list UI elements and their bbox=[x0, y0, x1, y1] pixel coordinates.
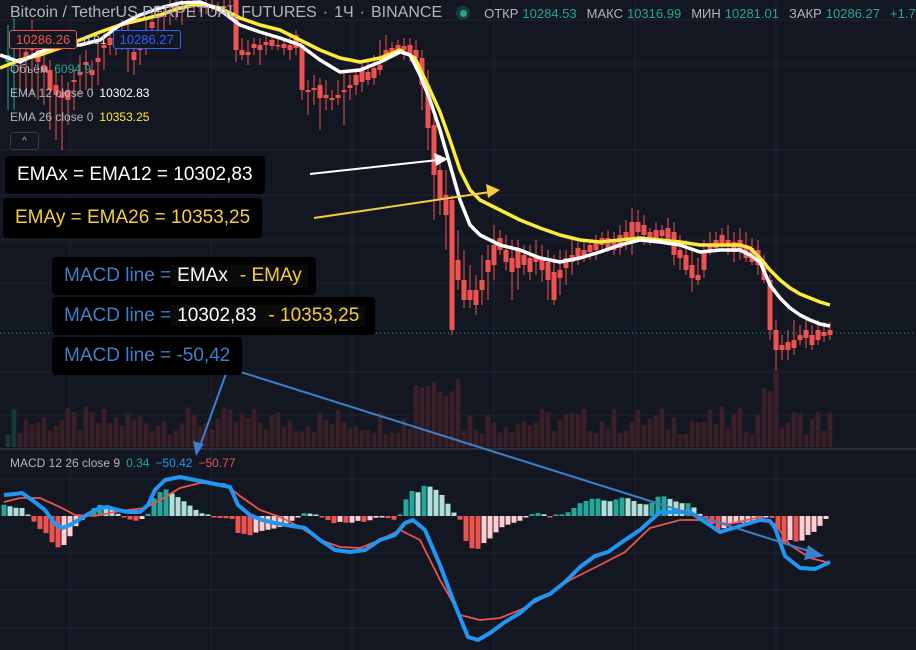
open-label: ОТКР bbox=[484, 5, 519, 21]
low-value: 10281.01 bbox=[724, 5, 779, 21]
annotation-arrows bbox=[193, 153, 824, 560]
emay-arrow bbox=[313, 191, 491, 219]
high-value: 10316.99 bbox=[626, 5, 682, 21]
ema12-label: EMA 12 close 0 bbox=[10, 86, 94, 100]
macd-histogram-value: 0.34 bbox=[126, 456, 150, 470]
emax-annotation: EMAx = EMA12 = 10302,83 bbox=[5, 156, 265, 194]
emax-annotation-text: EMAx = EMA12 = 10302,83 bbox=[17, 164, 253, 185]
macd-line bbox=[3, 475, 831, 642]
emay-annotation: EMAy = EMA26 = 10353,25 bbox=[3, 198, 263, 238]
emax-arrowhead-icon bbox=[434, 153, 448, 166]
high-label: МАКС bbox=[586, 5, 623, 21]
separator-dot: · bbox=[322, 4, 329, 21]
bid-ask-quote: 10286.26 0.01 10286.27 bbox=[9, 30, 181, 49]
close-label: ЗАКР bbox=[789, 5, 822, 21]
macd-signal-value: −50.77 bbox=[198, 456, 236, 470]
macd-formula-annotation: MACD line = EMAx - EMAy bbox=[52, 257, 316, 295]
collapse-legend-button[interactable]: ^ bbox=[10, 132, 39, 150]
chart-header: Bitcoin / TetherUS PERPETUAL FUTURES · 1… bbox=[10, 4, 916, 22]
symbol-title[interactable]: Bitcoin / TetherUS PERPETUAL FUTURES bbox=[10, 4, 317, 21]
macd-formula-label: MACD line = bbox=[64, 265, 172, 286]
macd-line-value: −50.42 bbox=[155, 456, 193, 470]
close-value: 10286.27 bbox=[825, 5, 881, 21]
buy-price-button[interactable]: 10286.27 bbox=[112, 30, 181, 49]
interval-label[interactable]: 1Ч bbox=[334, 4, 354, 21]
legend-volume[interactable]: Объём 6094.9 bbox=[10, 62, 91, 76]
ema26-value: 10353.25 bbox=[99, 110, 150, 124]
macd-line-arrow bbox=[227, 367, 813, 553]
emay-annotation-text: EMAy = EMA26 = 10353,25 bbox=[15, 207, 251, 228]
volume-value: 6094.9 bbox=[54, 62, 91, 76]
macd-formula-emax: EMAx bbox=[171, 265, 234, 287]
macd-values-label: MACD line = bbox=[64, 305, 172, 326]
macd-formula-emay: - EMAy bbox=[233, 265, 308, 287]
ema26-line bbox=[0, 2, 831, 307]
change-value: +1.74 (+0. bbox=[890, 5, 916, 21]
ema12-value: 10302.83 bbox=[99, 86, 150, 100]
macd-value-arrowhead-icon bbox=[193, 441, 204, 456]
macd-line-arrowhead-icon bbox=[804, 545, 824, 560]
sell-price-button[interactable]: 10286.26 bbox=[9, 30, 78, 49]
market-open-status-icon bbox=[456, 6, 471, 20]
legend-ema12[interactable]: EMA 12 close 0 10302.83 bbox=[10, 86, 149, 100]
macd-legend[interactable]: MACD 12 26 close 9 0.34 −50.42 −50.77 bbox=[10, 456, 236, 470]
emay-arrowhead-icon bbox=[486, 184, 500, 198]
ema12-line bbox=[0, 0, 831, 328]
macd-value-arrow bbox=[199, 367, 229, 447]
macd-histogram bbox=[1, 485, 829, 549]
exchange-label: BINANCE bbox=[370, 4, 443, 21]
macd-result-text: MACD line = -50,42 bbox=[64, 345, 231, 366]
volume-bars bbox=[5, 368, 833, 447]
macd-values-emax: 10302,83 bbox=[171, 305, 263, 327]
volume-label: Объём bbox=[10, 62, 49, 76]
chevron-up-icon: ^ bbox=[22, 135, 27, 147]
spread-value: 0.01 bbox=[83, 32, 107, 47]
separator-dot: · bbox=[359, 4, 365, 21]
emax-arrow bbox=[309, 159, 439, 175]
macd-result-annotation: MACD line = -50,42 bbox=[52, 337, 243, 375]
ema26-label: EMA 26 close 0 bbox=[10, 110, 94, 124]
macd-values-annotation: MACD line = 10302,83 - 10353,25 bbox=[52, 297, 376, 335]
low-label: МИН bbox=[691, 5, 721, 21]
macd-indicator-label: MACD 12 26 close 9 bbox=[10, 456, 121, 470]
open-value: 10284.53 bbox=[522, 5, 577, 21]
legend-ema26[interactable]: EMA 26 close 0 10353.25 bbox=[10, 110, 149, 124]
macd-values-emay: - 10353,25 bbox=[262, 305, 366, 327]
ohlc-values: ОТКР 10284.53 МАКС 10316.99 МИН 10281.01 ЗА… bbox=[484, 6, 916, 21]
